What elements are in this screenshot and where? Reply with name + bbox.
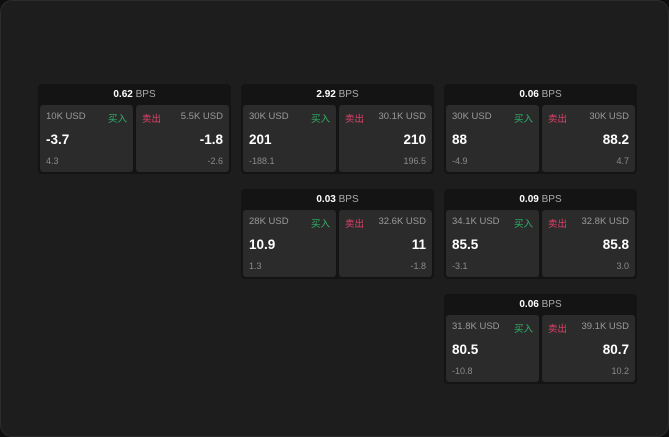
buy-change: -188.1 [249, 156, 275, 166]
buy-change: -4.9 [452, 156, 468, 166]
spread-header: 0.06 BPS [444, 294, 637, 315]
sell-size: 32.8K USD [581, 216, 629, 227]
buy-label: 买入 [513, 324, 533, 335]
buy-size: 30K USD [452, 111, 492, 122]
buy-price: 80.5 [452, 342, 479, 357]
buy-price: 88 [452, 132, 468, 147]
spread-value: 2.92 [316, 89, 336, 100]
sell-button[interactable]: 卖出 5.5K USD -1.8 -2.6 [136, 105, 229, 172]
sell-button[interactable]: 卖出 39.1K USD 80.7 10.2 [542, 315, 635, 382]
sell-price: -1.8 [199, 132, 223, 147]
spread-header: 0.06 BPS [444, 84, 637, 105]
buy-price: -3.7 [46, 132, 70, 147]
sell-change: 3.0 [616, 261, 629, 271]
sell-price: 88.2 [602, 132, 629, 147]
sell-price: 85.8 [602, 237, 629, 252]
buy-label: 买入 [513, 114, 533, 125]
sell-label: 卖出 [142, 114, 162, 125]
buy-size: 31.8K USD [452, 321, 500, 332]
spread-unit: BPS [135, 89, 156, 100]
sell-label: 卖出 [548, 324, 568, 335]
sell-label: 卖出 [548, 114, 568, 125]
spread-header: 0.03 BPS [241, 189, 434, 210]
sell-change: 4.7 [616, 156, 629, 166]
buy-size: 30K USD [249, 111, 289, 122]
spread-value: 0.62 [113, 89, 133, 100]
spread-unit: BPS [541, 194, 562, 205]
sell-change: 196.5 [403, 156, 426, 166]
quote-card: 0.03 BPS 28K USD 买入 10.9 1.3 卖出 32.6K USD … [241, 189, 434, 279]
buy-size: 34.1K USD [452, 216, 500, 227]
buy-button[interactable]: 30K USD 买入 88 -4.9 [446, 105, 539, 172]
sell-change: -2.6 [207, 156, 223, 166]
buy-button[interactable]: 28K USD 买入 10.9 1.3 [243, 210, 336, 277]
sell-price: 210 [403, 132, 426, 147]
quote-card: 0.09 BPS 34.1K USD 买入 85.5 -3.1 卖出 32.8K U… [444, 189, 637, 279]
sell-price: 11 [411, 237, 426, 252]
spread-unit: BPS [541, 299, 562, 310]
sell-change: -1.8 [410, 261, 426, 271]
quote-card: 0.06 BPS 31.8K USD 买入 80.5 -10.8 卖出 39.1K … [444, 294, 637, 384]
sell-button[interactable]: 卖出 32.8K USD 85.8 3.0 [542, 210, 635, 277]
sell-label: 卖出 [345, 114, 365, 125]
sell-button[interactable]: 卖出 30.1K USD 210 196.5 [339, 105, 432, 172]
buy-button[interactable]: 34.1K USD 买入 85.5 -3.1 [446, 210, 539, 277]
quote-card: 0.06 BPS 30K USD 买入 88 -4.9 卖出 30K USD 88.… [444, 84, 637, 174]
buy-change: 1.3 [249, 261, 262, 271]
spread-unit: BPS [541, 89, 562, 100]
buy-label: 买入 [513, 219, 533, 230]
buy-change: 4.3 [46, 156, 59, 166]
spread-value: 0.06 [519, 89, 539, 100]
sell-label: 卖出 [345, 219, 365, 230]
sell-size: 5.5K USD [180, 111, 223, 122]
sell-size: 30K USD [589, 111, 629, 122]
spread-header: 0.09 BPS [444, 189, 637, 210]
sell-size: 32.6K USD [378, 216, 426, 227]
spread-unit: BPS [338, 89, 359, 100]
spread-value: 0.09 [519, 194, 539, 205]
buy-button[interactable]: 31.8K USD 买入 80.5 -10.8 [446, 315, 539, 382]
spread-value: 0.06 [519, 299, 539, 310]
sell-button[interactable]: 卖出 30K USD 88.2 4.7 [542, 105, 635, 172]
sell-size: 30.1K USD [378, 111, 426, 122]
sell-price: 80.7 [602, 342, 629, 357]
buy-size: 28K USD [249, 216, 289, 227]
sell-change: 10.2 [611, 366, 629, 376]
sell-size: 39.1K USD [581, 321, 629, 332]
buy-price: 201 [249, 132, 272, 147]
buy-price: 85.5 [452, 237, 479, 252]
spread-header: 2.92 BPS [241, 84, 434, 105]
quote-card: 0.62 BPS 10K USD 买入 -3.7 4.3 卖出 5.5K USD -… [38, 84, 231, 174]
buy-label: 买入 [107, 114, 127, 125]
buy-change: -10.8 [452, 366, 473, 376]
spread-header: 0.62 BPS [38, 84, 231, 105]
spread-unit: BPS [338, 194, 359, 205]
buy-price: 10.9 [249, 237, 276, 252]
buy-button[interactable]: 10K USD 买入 -3.7 4.3 [40, 105, 133, 172]
buy-label: 买入 [310, 219, 330, 230]
buy-size: 10K USD [46, 111, 86, 122]
spread-value: 0.03 [316, 194, 336, 205]
sell-button[interactable]: 卖出 32.6K USD 11 -1.8 [339, 210, 432, 277]
sell-label: 卖出 [548, 219, 568, 230]
buy-label: 买入 [310, 114, 330, 125]
quote-card: 2.92 BPS 30K USD 买入 201 -188.1 卖出 30.1K US… [241, 84, 434, 174]
buy-button[interactable]: 30K USD 买入 201 -188.1 [243, 105, 336, 172]
buy-change: -3.1 [452, 261, 468, 271]
